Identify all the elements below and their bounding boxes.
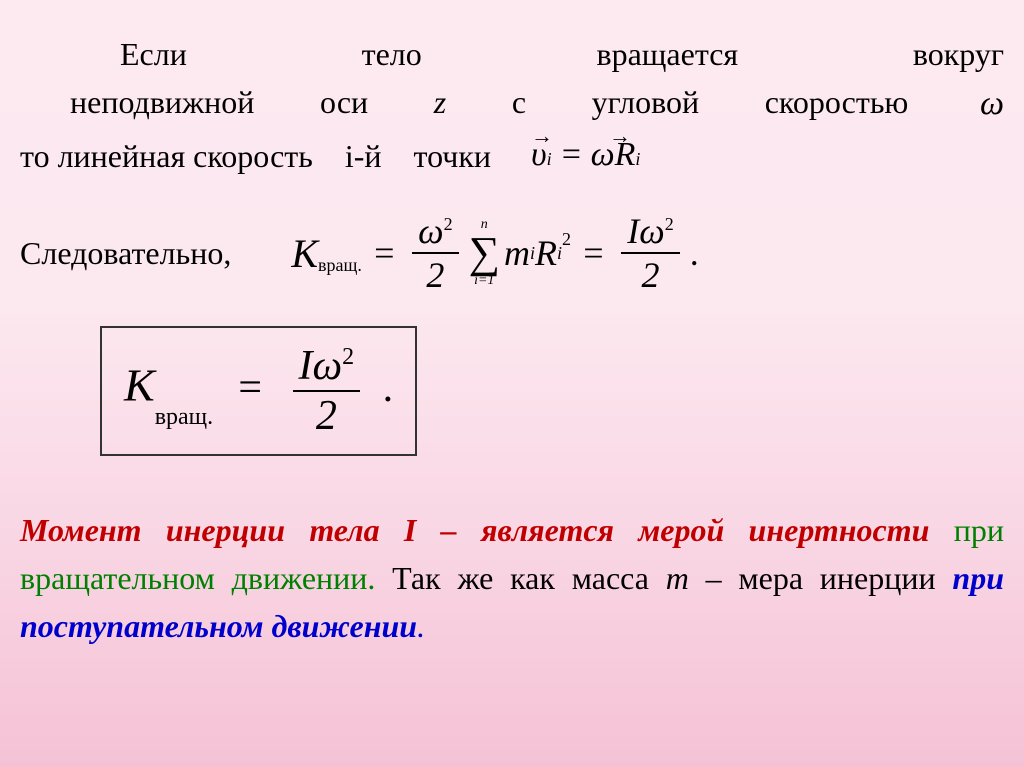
sup-2: 2 [562, 229, 571, 250]
word-1: Если [70, 30, 187, 78]
equals: = [581, 232, 605, 274]
I-symbol: I [299, 343, 313, 389]
sup-2: 2 [665, 214, 674, 234]
intro-paragraph: Если тело вращается вокруг неподвижной о… [20, 30, 1004, 180]
K-subscript: вращ. [155, 404, 213, 430]
denominator-2: 2 [420, 254, 450, 296]
word-6: оси [320, 78, 368, 129]
K-symbol: K [124, 360, 155, 411]
sup-2: 2 [444, 214, 453, 234]
word-4: вокруг [863, 30, 1004, 78]
word-7: с [512, 78, 526, 129]
velocity-equation: → υi = → ω Ri [531, 129, 640, 180]
kinetic-energy-derivation: Kвращ. = ω2 2 n ∑ i=1 mi Ri2 = Iω2 2 . [291, 210, 698, 296]
plain-text-2: – мера инерции [689, 560, 953, 596]
intro-line-1: Если тело вращается вокруг [20, 30, 1004, 78]
word-8: угловой [592, 78, 699, 129]
denominator-2: 2 [310, 392, 343, 440]
word-5: неподвижной [70, 78, 254, 129]
sub-i: i [635, 146, 640, 173]
conclusion-paragraph: Момент инерции тела I – является мерой и… [20, 506, 1004, 650]
summation: n ∑ i=1 [469, 217, 500, 289]
axis-z: z [434, 78, 446, 129]
mass-m: m [666, 560, 689, 596]
moment-of-inertia-statement: Момент инерции тела I – является мерой и… [20, 512, 929, 548]
therefore-label: Следовательно, [20, 235, 231, 272]
word-9: скоростью [765, 78, 909, 129]
vector-arrow-icon: → [531, 119, 553, 152]
K-subscript: вращ. [318, 255, 362, 276]
line3-text: то линейная скорость i-й точки [20, 132, 491, 180]
m-symbol: m [504, 232, 530, 274]
sum-lower: i=1 [474, 273, 494, 289]
fraction-omega2-over-2: ω2 2 [412, 210, 458, 296]
intro-line-2: неподвижной оси z с угловой скоростью → … [20, 78, 1004, 129]
period: . [383, 365, 394, 411]
boxed-result-formula: Kвращ. = Iω2 2 . [100, 326, 417, 456]
equals: = [560, 129, 583, 180]
intro-line-3: то линейная скорость i-й точки → υi = → … [20, 129, 1004, 180]
word-3: вращается [546, 30, 738, 78]
therefore-row: Следовательно, Kвращ. = ω2 2 n ∑ i=1 mi … [20, 210, 1004, 296]
equals: = [372, 232, 396, 274]
period: . [417, 608, 425, 644]
omega: ω [418, 211, 443, 251]
sigma-icon: ∑ [469, 233, 500, 273]
sup-2: 2 [342, 344, 354, 370]
R-symbol: R [535, 232, 557, 274]
equals: = [236, 365, 264, 411]
word-2: тело [312, 30, 422, 78]
I-symbol: I [627, 211, 639, 251]
vector-arrow-icon: → [609, 119, 631, 152]
plain-text-1: Так же как масса [375, 560, 665, 596]
omega: ω [313, 343, 343, 389]
fraction-Iomega2-over-2: Iω2 2 [293, 342, 361, 440]
period: . [690, 232, 699, 274]
omega-symbol: ω [980, 85, 1004, 122]
omega-vector: → ω [980, 78, 1004, 129]
omega: ω [639, 211, 664, 251]
fraction-Iomega2-over-2: Iω2 2 [621, 210, 679, 296]
K-symbol: K [291, 230, 318, 277]
denominator-2: 2 [635, 254, 665, 296]
